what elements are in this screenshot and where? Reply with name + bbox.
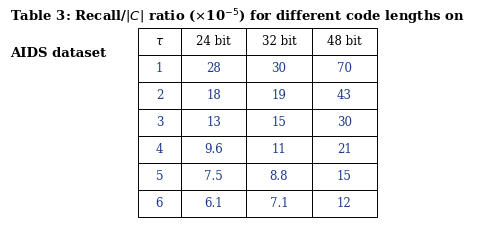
Text: 19: 19 bbox=[271, 89, 286, 102]
Text: 28: 28 bbox=[206, 62, 221, 75]
Text: 11: 11 bbox=[271, 143, 286, 156]
Text: 15: 15 bbox=[337, 170, 352, 183]
Text: 32 bit: 32 bit bbox=[262, 35, 296, 48]
Text: $\tau$: $\tau$ bbox=[155, 35, 164, 48]
Text: 7.1: 7.1 bbox=[270, 197, 288, 210]
Text: 15: 15 bbox=[271, 116, 286, 129]
Text: 8.8: 8.8 bbox=[270, 170, 288, 183]
Text: 24 bit: 24 bit bbox=[197, 35, 231, 48]
Text: 5: 5 bbox=[156, 170, 163, 183]
Text: 43: 43 bbox=[337, 89, 352, 102]
Text: 1: 1 bbox=[156, 62, 163, 75]
Text: 4: 4 bbox=[156, 143, 163, 156]
Text: 18: 18 bbox=[206, 89, 221, 102]
Text: 12: 12 bbox=[337, 197, 352, 210]
Text: 13: 13 bbox=[206, 116, 221, 129]
Text: 21: 21 bbox=[337, 143, 352, 156]
Text: 9.6: 9.6 bbox=[204, 143, 223, 156]
Text: 30: 30 bbox=[337, 116, 352, 129]
Text: AIDS dataset: AIDS dataset bbox=[10, 47, 106, 60]
Text: 6.1: 6.1 bbox=[204, 197, 223, 210]
Text: 6: 6 bbox=[156, 197, 163, 210]
Text: 2: 2 bbox=[156, 89, 163, 102]
Text: 70: 70 bbox=[337, 62, 352, 75]
Text: Table 3: Recall/$|C|$ ratio ($\times$10$^{-5}$) for different code lengths on: Table 3: Recall/$|C|$ ratio ($\times$10$… bbox=[10, 7, 465, 27]
Text: 3: 3 bbox=[156, 116, 163, 129]
Text: 30: 30 bbox=[271, 62, 286, 75]
Text: 48 bit: 48 bit bbox=[327, 35, 361, 48]
Text: 7.5: 7.5 bbox=[204, 170, 223, 183]
